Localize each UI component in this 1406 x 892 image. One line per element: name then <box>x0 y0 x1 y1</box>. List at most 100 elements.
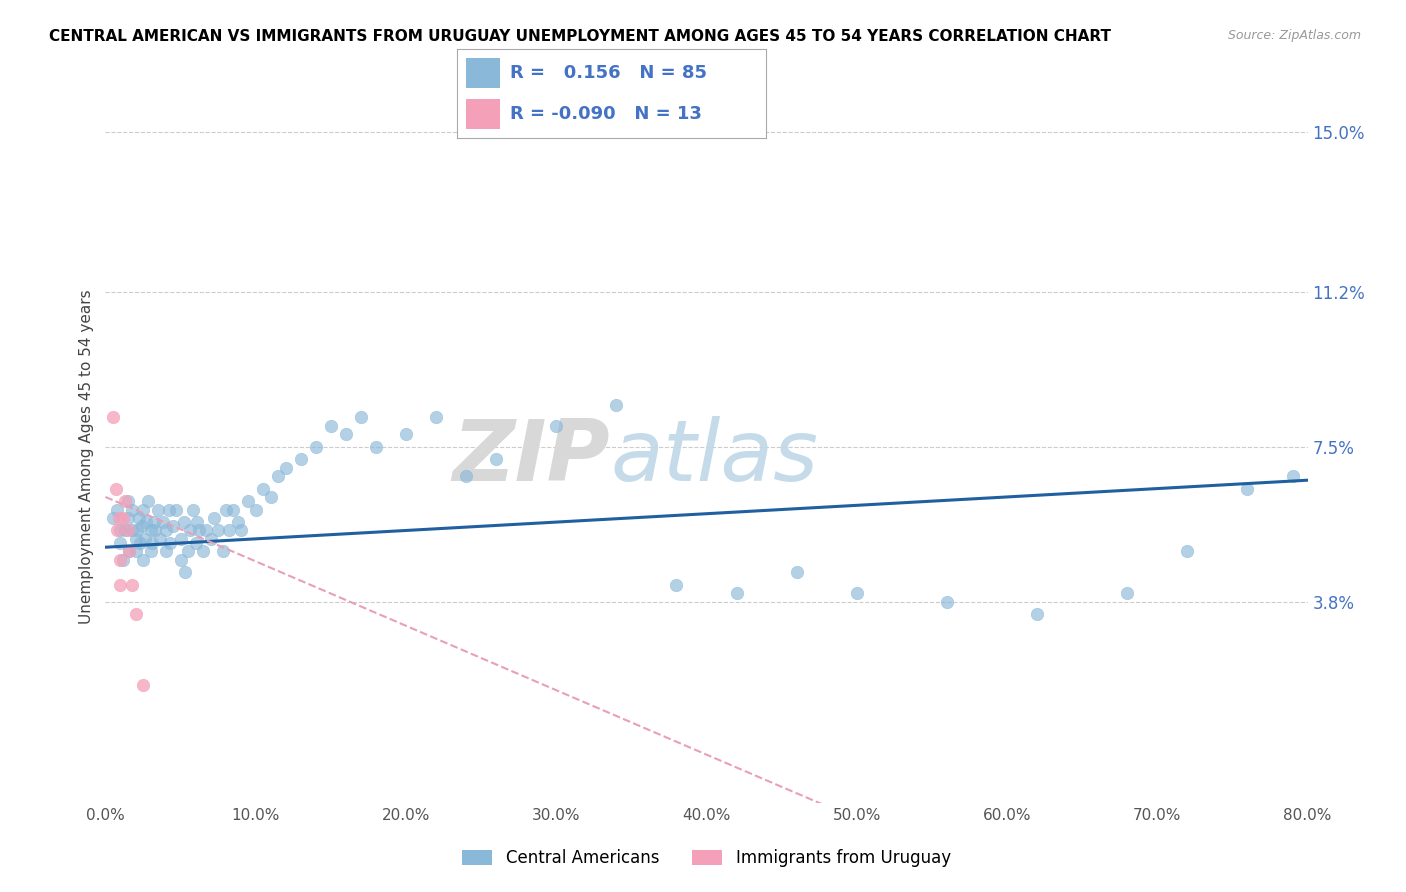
Point <box>364 440 387 454</box>
Point <box>191 544 214 558</box>
Point <box>186 515 208 529</box>
Point <box>110 524 132 538</box>
Point <box>319 418 342 433</box>
Text: Source: ZipAtlas.com: Source: ZipAtlas.com <box>1227 29 1361 42</box>
Point <box>118 544 141 558</box>
Point <box>155 524 177 538</box>
Point <box>350 410 373 425</box>
Point <box>1175 544 1198 558</box>
Point <box>110 553 132 567</box>
Bar <box>467 58 501 88</box>
Point <box>112 511 135 525</box>
Y-axis label: Unemployment Among Ages 45 to 54 years: Unemployment Among Ages 45 to 54 years <box>79 290 94 624</box>
Point <box>107 502 129 516</box>
Point <box>124 544 146 558</box>
Point <box>195 524 218 538</box>
Point <box>173 515 195 529</box>
Bar <box>467 99 501 129</box>
Point <box>605 398 627 412</box>
Point <box>101 410 124 425</box>
Point <box>128 511 150 525</box>
Point <box>202 511 225 525</box>
Point <box>132 553 155 567</box>
Point <box>665 578 688 592</box>
Point <box>207 524 229 538</box>
Point <box>124 532 146 546</box>
Point <box>118 544 141 558</box>
Point <box>211 544 233 558</box>
Point <box>485 452 508 467</box>
Point <box>124 607 146 622</box>
Point <box>200 532 222 546</box>
Point <box>155 544 177 558</box>
Point <box>108 511 131 525</box>
Point <box>226 515 249 529</box>
Point <box>131 519 153 533</box>
Point <box>725 586 748 600</box>
Point <box>184 536 207 550</box>
Point <box>229 524 252 538</box>
Point <box>132 678 155 692</box>
Point <box>395 427 418 442</box>
Point <box>305 440 328 454</box>
Point <box>121 578 143 592</box>
Point <box>110 536 132 550</box>
Point <box>129 536 152 550</box>
Point <box>181 502 204 516</box>
Point <box>187 524 209 538</box>
Point <box>114 524 136 538</box>
Point <box>238 494 260 508</box>
Point <box>218 524 240 538</box>
Point <box>110 578 132 592</box>
Point <box>546 418 568 433</box>
Point <box>121 524 143 538</box>
Point <box>786 566 808 580</box>
Point <box>146 502 169 516</box>
Point <box>1281 469 1303 483</box>
Point <box>260 490 283 504</box>
Point <box>290 452 312 467</box>
Point <box>335 427 357 442</box>
Text: atlas: atlas <box>610 416 818 499</box>
Point <box>267 469 290 483</box>
Point <box>104 482 127 496</box>
Point <box>121 502 143 516</box>
Point <box>245 502 267 516</box>
Point <box>117 494 139 508</box>
Point <box>107 524 129 538</box>
Point <box>143 524 166 538</box>
Legend: Central Americans, Immigrants from Uruguay: Central Americans, Immigrants from Urugu… <box>456 843 957 874</box>
Point <box>174 566 197 580</box>
Point <box>177 544 200 558</box>
Point <box>169 553 191 567</box>
Point <box>136 494 159 508</box>
Point <box>1236 482 1258 496</box>
Point <box>179 524 201 538</box>
Point <box>1026 607 1049 622</box>
Point <box>274 460 297 475</box>
Point <box>114 494 136 508</box>
Point <box>169 532 191 546</box>
Point <box>936 595 959 609</box>
Point <box>112 553 135 567</box>
Point <box>139 544 162 558</box>
Point <box>162 519 184 533</box>
Point <box>135 515 157 529</box>
Point <box>252 482 274 496</box>
Point <box>222 502 245 516</box>
Point <box>141 536 163 550</box>
Point <box>148 532 170 546</box>
Point <box>134 532 156 546</box>
Point <box>425 410 447 425</box>
Point <box>132 502 155 516</box>
Text: ZIP: ZIP <box>453 416 610 499</box>
Point <box>117 511 139 525</box>
Text: R = -0.090   N = 13: R = -0.090 N = 13 <box>509 104 702 123</box>
Point <box>117 524 139 538</box>
Point <box>159 536 181 550</box>
Point <box>454 469 477 483</box>
Point <box>214 502 236 516</box>
Point <box>1116 586 1139 600</box>
Point <box>125 524 148 538</box>
Point <box>165 502 187 516</box>
